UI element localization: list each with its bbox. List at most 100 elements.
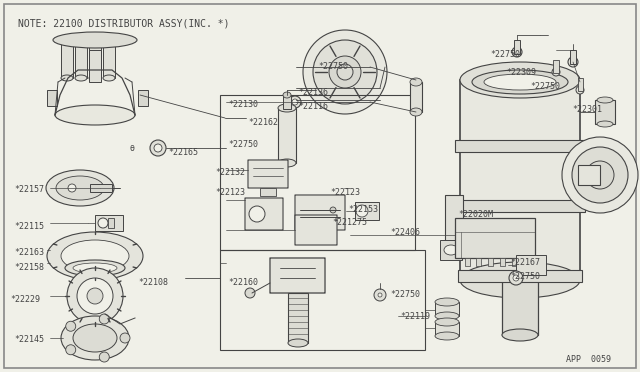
Bar <box>440 240 462 260</box>
Bar <box>458 270 582 282</box>
Text: *22123: *22123 <box>215 188 245 197</box>
Ellipse shape <box>56 176 104 200</box>
Text: APP  0059: APP 0059 <box>566 355 611 364</box>
Bar <box>278 108 296 163</box>
FancyBboxPatch shape <box>295 215 337 245</box>
Ellipse shape <box>89 75 101 81</box>
Text: *22108: *22108 <box>138 278 168 287</box>
Bar <box>502 280 538 335</box>
Bar <box>476 258 481 266</box>
Bar <box>220 250 425 350</box>
Bar <box>260 188 276 196</box>
Bar <box>500 258 505 266</box>
Ellipse shape <box>73 263 117 273</box>
Ellipse shape <box>278 104 296 112</box>
Circle shape <box>245 288 255 298</box>
Ellipse shape <box>283 92 291 98</box>
Text: *221275: *221275 <box>332 218 367 227</box>
Circle shape <box>374 289 386 301</box>
Ellipse shape <box>46 170 114 206</box>
Circle shape <box>572 147 628 203</box>
Bar <box>103 40 115 78</box>
Circle shape <box>586 161 614 189</box>
Circle shape <box>67 268 123 324</box>
Bar <box>460 80 580 280</box>
Circle shape <box>98 218 108 228</box>
Ellipse shape <box>65 260 125 276</box>
FancyBboxPatch shape <box>248 160 288 188</box>
Text: *22162: *22162 <box>248 118 278 127</box>
Text: *22750: *22750 <box>510 272 540 281</box>
Ellipse shape <box>61 75 73 81</box>
Circle shape <box>568 57 578 67</box>
Text: *22167: *22167 <box>510 258 540 267</box>
Text: *22153: *22153 <box>348 205 378 214</box>
Bar <box>488 258 493 266</box>
Ellipse shape <box>278 159 296 167</box>
FancyBboxPatch shape <box>295 195 345 230</box>
Bar <box>75 40 87 78</box>
Circle shape <box>303 30 387 114</box>
Text: *22750: *22750 <box>390 290 420 299</box>
Ellipse shape <box>484 74 556 90</box>
Circle shape <box>66 321 76 331</box>
Text: *22116: *22116 <box>298 102 328 111</box>
Circle shape <box>77 278 113 314</box>
Circle shape <box>292 99 298 105</box>
Bar <box>89 40 101 78</box>
Bar <box>288 293 308 343</box>
Circle shape <box>513 275 519 281</box>
Bar <box>553 60 559 73</box>
Bar <box>435 322 459 336</box>
Circle shape <box>99 352 109 362</box>
Text: *22309: *22309 <box>506 68 536 77</box>
Circle shape <box>378 293 382 297</box>
Circle shape <box>249 206 265 222</box>
Text: *22136: *22136 <box>298 88 328 97</box>
Text: *22165: *22165 <box>168 148 198 157</box>
Bar <box>455 218 535 258</box>
Ellipse shape <box>502 329 538 341</box>
Ellipse shape <box>55 105 135 125</box>
Circle shape <box>68 184 76 192</box>
Bar <box>514 40 520 54</box>
Bar <box>283 95 291 109</box>
Circle shape <box>150 140 166 156</box>
Ellipse shape <box>435 318 459 326</box>
Bar <box>578 78 583 91</box>
Ellipse shape <box>435 298 459 306</box>
Circle shape <box>289 96 301 108</box>
Ellipse shape <box>288 339 308 347</box>
Circle shape <box>87 288 103 304</box>
Text: *22123: *22123 <box>330 188 360 197</box>
Ellipse shape <box>444 245 458 255</box>
Bar <box>455 140 585 152</box>
Bar <box>512 258 517 266</box>
Bar <box>355 202 379 220</box>
Text: *22020M: *22020M <box>458 210 493 219</box>
Ellipse shape <box>47 232 143 280</box>
Bar <box>455 200 585 212</box>
Text: NOTE: 22100 DISTRIBUTOR ASSY(INC. *): NOTE: 22100 DISTRIBUTOR ASSY(INC. *) <box>18 18 230 28</box>
Circle shape <box>576 86 584 94</box>
Circle shape <box>337 64 353 80</box>
Text: *22119: *22119 <box>400 312 430 321</box>
Bar <box>516 255 546 275</box>
Ellipse shape <box>597 121 613 127</box>
Ellipse shape <box>472 70 568 94</box>
FancyBboxPatch shape <box>245 198 283 230</box>
Circle shape <box>515 50 519 54</box>
Ellipse shape <box>435 312 459 320</box>
Bar <box>220 95 415 250</box>
Text: *22160: *22160 <box>228 278 258 287</box>
Bar <box>108 218 114 228</box>
Circle shape <box>120 333 130 343</box>
Ellipse shape <box>61 240 129 272</box>
Ellipse shape <box>410 78 422 86</box>
Bar <box>138 90 148 106</box>
Circle shape <box>552 68 560 76</box>
Circle shape <box>66 345 76 355</box>
Bar <box>595 100 615 124</box>
Circle shape <box>313 40 377 104</box>
Text: *22163: *22163 <box>14 248 44 257</box>
